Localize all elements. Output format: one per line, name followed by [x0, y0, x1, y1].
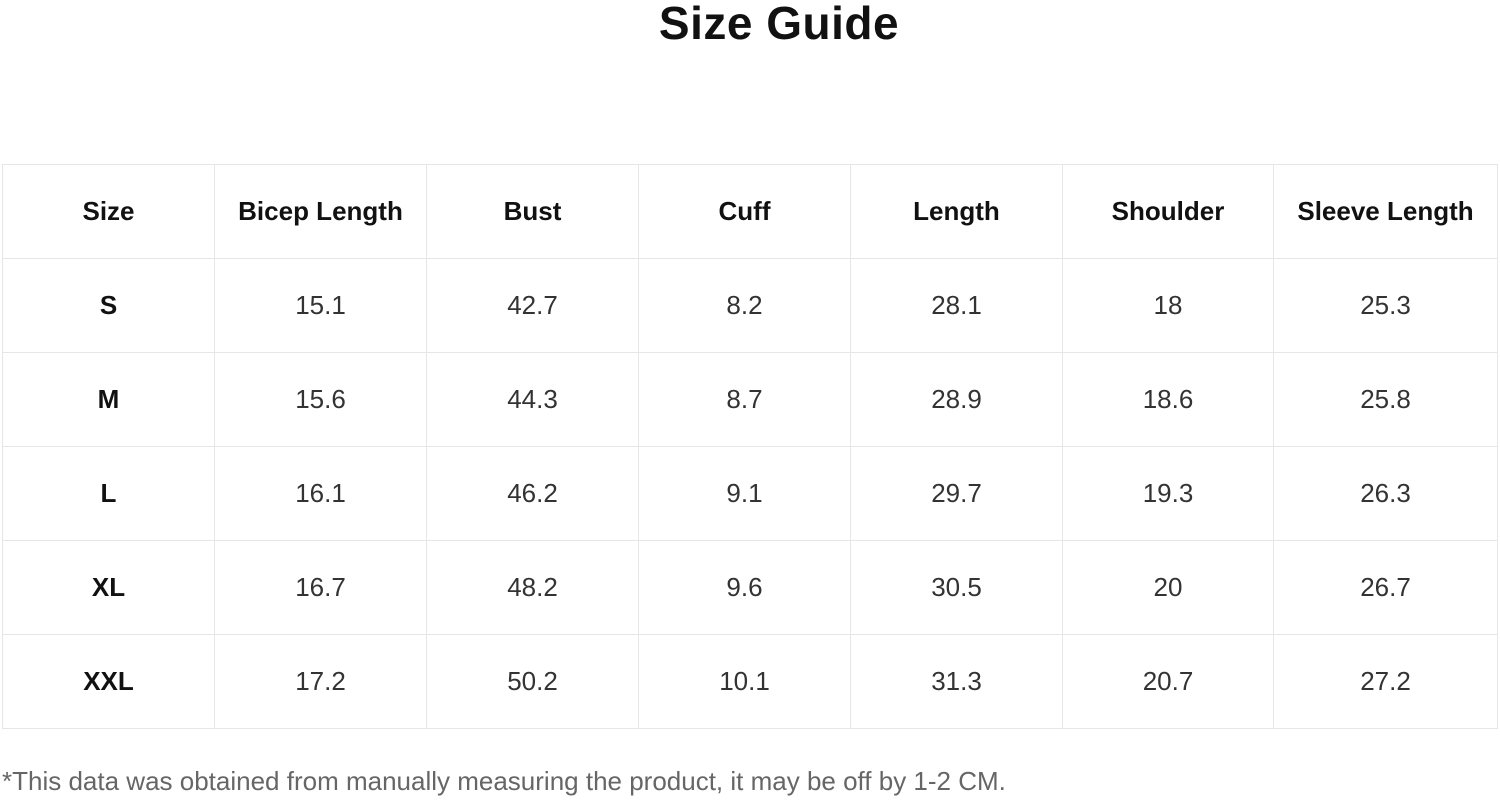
- measurement-cell: 28.9: [850, 352, 1063, 447]
- column-header: Bicep Length: [214, 164, 427, 259]
- column-header: Shoulder: [1062, 164, 1274, 259]
- measurement-cell: 9.6: [638, 540, 851, 635]
- measurement-cell: 29.7: [850, 446, 1063, 541]
- measurement-cell: 9.1: [638, 446, 851, 541]
- measurement-cell: 50.2: [426, 634, 639, 729]
- size-cell: XL: [2, 540, 215, 635]
- measurement-cell: 25.3: [1273, 258, 1498, 353]
- measurement-cell: 46.2: [426, 446, 639, 541]
- measurement-cell: 8.7: [638, 352, 851, 447]
- measurement-cell: 18: [1062, 258, 1274, 353]
- measurement-cell: 31.3: [850, 634, 1063, 729]
- measurement-cell: 15.1: [214, 258, 427, 353]
- measurement-cell: 42.7: [426, 258, 639, 353]
- size-cell: XXL: [2, 634, 215, 729]
- column-header: Size: [2, 164, 215, 259]
- column-header: Cuff: [638, 164, 851, 259]
- table-row: L 16.1 46.2 9.1 29.7 19.3 26.3: [2, 446, 1498, 541]
- size-cell: L: [2, 446, 215, 541]
- measurement-cell: 17.2: [214, 634, 427, 729]
- column-header: Sleeve Length: [1273, 164, 1498, 259]
- measurement-cell: 16.7: [214, 540, 427, 635]
- table-row: XL 16.7 48.2 9.6 30.5 20 26.7: [2, 540, 1498, 635]
- table-row: XXL 17.2 50.2 10.1 31.3 20.7 27.2: [2, 634, 1498, 729]
- measurement-cell: 16.1: [214, 446, 427, 541]
- measurement-cell: 25.8: [1273, 352, 1498, 447]
- measurement-cell: 26.3: [1273, 446, 1498, 541]
- table-header-row: Size Bicep Length Bust Cuff Length Shoulder Sl…: [2, 164, 1498, 259]
- measurement-cell: 48.2: [426, 540, 639, 635]
- measurement-cell: 20: [1062, 540, 1274, 635]
- measurement-cell: 18.6: [1062, 352, 1274, 447]
- measurement-cell: 8.2: [638, 258, 851, 353]
- page-title: Size Guide: [658, 0, 900, 49]
- measurement-note: *This data was obtained from manually me…: [2, 766, 1006, 796]
- measurement-cell: 15.6: [214, 352, 427, 447]
- table-row: M 15.6 44.3 8.7 28.9 18.6 25.8: [2, 352, 1498, 447]
- size-cell: S: [2, 258, 215, 353]
- measurement-cell: 26.7: [1273, 540, 1498, 635]
- measurement-cell: 10.1: [638, 634, 851, 729]
- measurement-cell: 28.1: [850, 258, 1063, 353]
- size-cell: M: [2, 352, 215, 447]
- size-table: Size Bicep Length Bust Cuff Length Shoulder Sl…: [2, 164, 1498, 729]
- measurement-cell: 44.3: [426, 352, 639, 447]
- measurement-cell: 27.2: [1273, 634, 1498, 729]
- measurement-cell: 30.5: [850, 540, 1063, 635]
- table-row: S 15.1 42.7 8.2 28.1 18 25.3: [2, 258, 1498, 353]
- column-header: Bust: [426, 164, 639, 259]
- measurement-cell: 20.7: [1062, 634, 1274, 729]
- measurement-cell: 19.3: [1062, 446, 1274, 541]
- column-header: Length: [850, 164, 1063, 259]
